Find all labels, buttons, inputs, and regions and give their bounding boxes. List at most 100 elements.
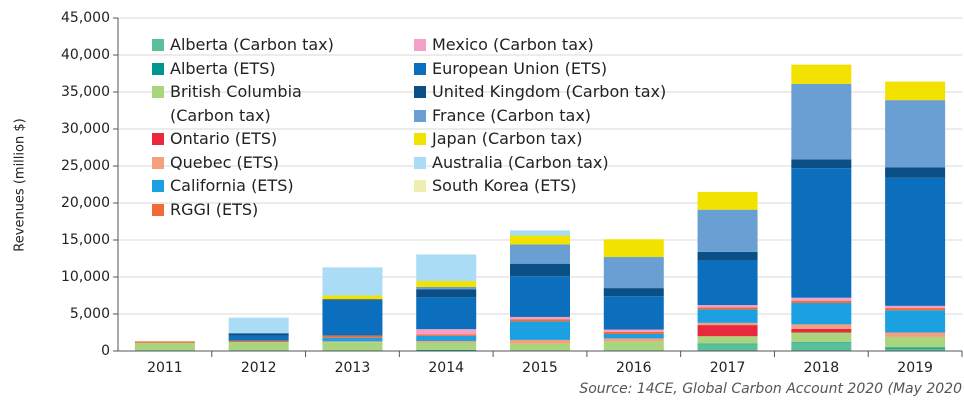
y-tick-label: 5,000 — [70, 306, 110, 322]
y-tick-label: 25,000 — [61, 158, 110, 174]
y-tick-label: 40,000 — [61, 47, 110, 63]
legend-item: Australia (Carbon tax) — [414, 151, 666, 175]
legend-swatch — [414, 156, 426, 169]
legend-swatch — [152, 86, 164, 98]
legend-item: South Korea (ETS) — [414, 174, 666, 198]
legend-swatch — [152, 133, 164, 145]
bar-segment — [603, 257, 664, 289]
bar-segment — [885, 336, 946, 348]
legend-label: South Korea (ETS) — [432, 176, 577, 195]
bar-segment — [791, 159, 852, 169]
bar-segment — [228, 340, 289, 343]
legend-item: California (ETS) — [152, 174, 352, 198]
bar-segment — [416, 349, 477, 351]
x-tick-label: 2014 — [428, 360, 464, 376]
bar-segment — [885, 81, 946, 101]
legend-item: European Union (ETS) — [414, 57, 666, 81]
bar-segment — [791, 300, 852, 303]
legend-label: RGGI (ETS) — [170, 199, 259, 219]
legend-swatch — [414, 86, 426, 98]
legend-item: Quebec (ETS) — [152, 151, 352, 175]
y-tick-label: 20,000 — [61, 195, 110, 211]
legend-label: Mexico (Carbon tax) — [432, 35, 594, 54]
legend-item: Ontario (ETS) — [152, 127, 352, 151]
bar-segment — [510, 343, 570, 351]
legend-column: Mexico (Carbon tax) European Union (ETS) U… — [414, 33, 666, 221]
bar-segment — [416, 281, 477, 287]
x-tick-label: 2017 — [710, 360, 746, 376]
legend-swatch — [414, 62, 426, 75]
bar-segment — [697, 307, 758, 310]
bar-segment — [416, 297, 477, 330]
legend-label: California (ETS) — [170, 176, 294, 195]
x-tick-label: 2012 — [241, 360, 277, 376]
legend: Alberta (Carbon tax) Alberta (ETS) British… — [152, 33, 666, 221]
bar-segment — [416, 254, 477, 282]
bar-segment — [416, 329, 477, 335]
bar-segment — [791, 342, 852, 343]
bar-segment — [228, 335, 289, 341]
y-tick-label: 15,000 — [61, 232, 110, 248]
bar-segment — [603, 329, 664, 332]
bar-segment — [510, 316, 570, 320]
bar-segment — [322, 299, 383, 301]
legend-swatch — [152, 156, 164, 169]
legend-item: Japan (Carbon tax) — [414, 127, 666, 151]
bar-segment — [697, 336, 758, 344]
bar-segment — [510, 276, 570, 317]
legend-item: France (Carbon tax) — [414, 104, 666, 128]
legend-swatch — [414, 39, 426, 51]
y-tick-label: 35,000 — [61, 84, 110, 100]
bar-segment — [322, 335, 383, 338]
bar-segment — [697, 251, 758, 261]
bar-segment — [416, 334, 477, 336]
bar-segment — [885, 348, 946, 351]
bar-segment — [791, 168, 852, 298]
bar-segment — [510, 339, 570, 344]
bar-segment — [228, 342, 289, 351]
legend-label: Australia (Carbon tax) — [432, 152, 609, 172]
bar-segment — [416, 289, 477, 298]
bar-segment — [697, 191, 758, 210]
y-tick-label: 45,000 — [61, 10, 110, 26]
bar-segment — [510, 230, 570, 236]
legend-item: RGGI (ETS) — [152, 198, 352, 222]
legend-item: United Kingdom (Carbon tax) — [414, 80, 666, 104]
bar-segment — [791, 302, 852, 325]
bar-segment — [510, 321, 570, 340]
bar-segment — [697, 343, 758, 345]
bar-segment — [885, 305, 946, 309]
legend-swatch — [414, 109, 426, 122]
x-tick-label: 2013 — [335, 360, 371, 376]
bar-segment — [791, 64, 852, 84]
legend-label: Alberta (Carbon tax) — [170, 35, 334, 54]
legend-label: Quebec (ETS) — [170, 152, 279, 172]
legend-item: British Columbia (Carbon tax) — [152, 80, 352, 127]
y-tick-label: 10,000 — [61, 269, 110, 285]
y-axis-label: Revenues (million $) — [13, 118, 28, 251]
bar-segment — [134, 342, 195, 351]
bar-segment — [416, 342, 477, 350]
bar-segment — [510, 244, 570, 264]
legend-column: Alberta (Carbon tax) Alberta (ETS) British… — [152, 33, 414, 221]
bar-segment — [697, 260, 758, 306]
bar-segment — [322, 342, 383, 351]
x-tick-label: 2015 — [522, 360, 558, 376]
bar-segment — [885, 167, 946, 178]
source-note: Source: 14CE, Global Carbon Account 2020… — [579, 381, 962, 397]
bar-segment — [322, 295, 383, 300]
bar-segment — [885, 308, 946, 311]
x-tick-label: 2011 — [147, 360, 183, 376]
x-tick-label: 2016 — [616, 360, 652, 376]
bar-segment — [697, 305, 758, 308]
legend-label: European Union (ETS) — [432, 58, 608, 78]
bar-segment — [603, 331, 664, 334]
bar-segment — [603, 341, 664, 351]
legend-label: British Columbia (Carbon tax) — [170, 82, 302, 125]
bar-segment — [697, 309, 758, 323]
legend-item: Mexico (Carbon tax) — [414, 33, 666, 57]
x-tick-label: 2019 — [897, 360, 933, 376]
bar-segment — [697, 325, 758, 337]
